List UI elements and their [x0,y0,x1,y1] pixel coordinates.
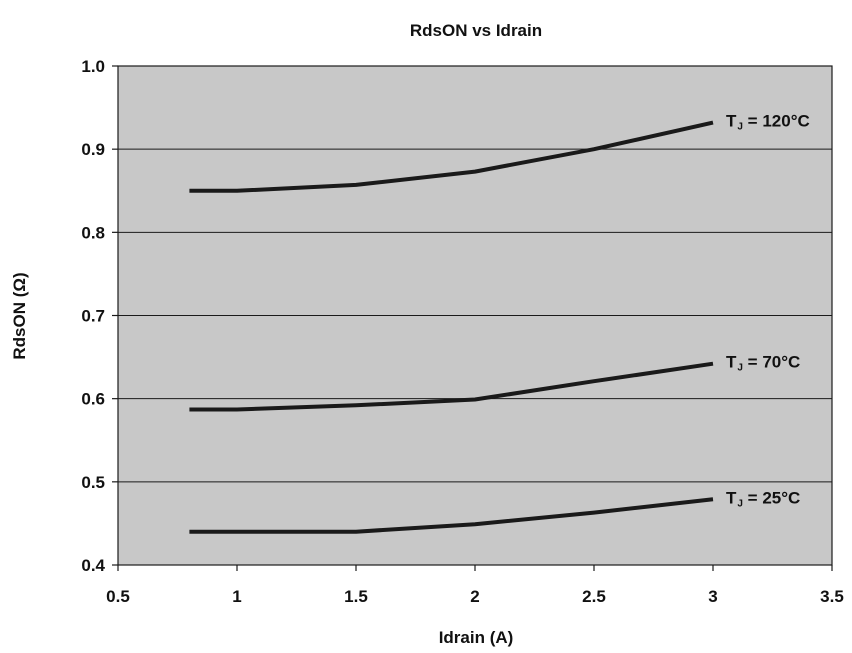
y-axis-label: RdsON (Ω) [10,272,29,359]
series-line [189,497,714,534]
series-label: TJ = 70°C [726,353,800,374]
y-tick-label: 0.5 [81,473,105,492]
series-label: TJ = 25°C [726,488,800,509]
x-tick-label: 2 [470,587,479,606]
series-line [189,120,714,193]
x-tick-label: 3 [708,587,717,606]
y-tick-label: 0.9 [81,140,105,159]
x-tick-label: 2.5 [582,587,606,606]
y-tick-label: 0.8 [81,223,105,242]
x-tick-label: 0.5 [106,587,130,606]
x-tick-label: 1 [232,587,241,606]
y-axis-ticks: 0.4 0.5 0.6 0.7 0.8 0.9 1.0 [81,57,118,575]
chart-title: RdsON vs Idrain [410,21,542,40]
x-axis-label: Idrain (A) [439,628,514,647]
series-line [189,361,714,412]
x-axis-ticks: 0.5 1 1.5 2 2.5 3 3.5 [106,565,844,606]
y-tick-label: 0.6 [81,390,105,409]
y-tick-label: 0.4 [81,556,105,575]
x-tick-label: 1.5 [344,587,368,606]
series-lines [189,120,714,534]
y-tick-label: 1.0 [81,57,105,76]
series-label: TJ = 120°C [726,112,810,133]
x-tick-label: 3.5 [820,587,844,606]
series-labels: TJ = 120°C TJ = 70°C TJ = 25°C [726,112,810,510]
y-tick-label: 0.7 [81,307,105,326]
